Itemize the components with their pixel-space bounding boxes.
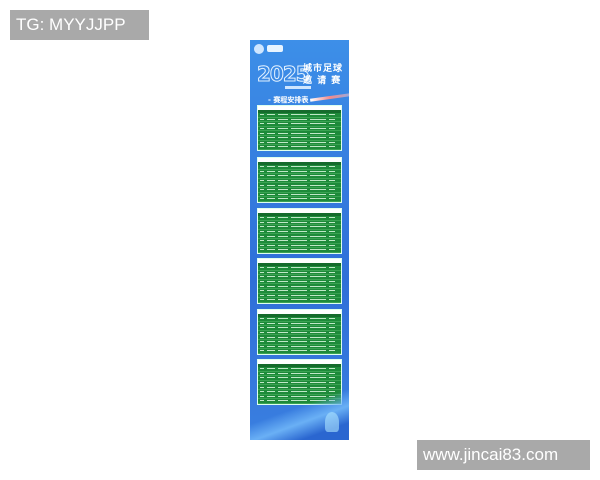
schedule-poster: 2025 城市足球 邀 请 赛 - 赛程安排表 - <box>250 40 349 440</box>
table-row <box>258 136 341 141</box>
table-row <box>258 244 341 249</box>
table-row <box>258 326 341 331</box>
table-row <box>258 188 341 193</box>
schedule-table <box>257 157 342 203</box>
table-row <box>258 322 341 327</box>
table-row <box>258 174 341 179</box>
table-row <box>258 349 341 354</box>
table-row <box>258 122 341 127</box>
table-row <box>258 141 341 146</box>
watermark-top-left: TG: MYYJJPP <box>10 10 149 40</box>
table-row <box>258 230 341 235</box>
schedule-table <box>257 258 342 304</box>
schedule-table <box>257 105 342 151</box>
table-row <box>258 118 341 123</box>
table-row <box>258 367 341 372</box>
table-title-bar <box>258 158 341 162</box>
table-row <box>258 248 341 253</box>
table-title-bar <box>258 106 341 110</box>
table-title-bar <box>258 360 341 364</box>
table-row <box>258 385 341 390</box>
table-row <box>258 376 341 381</box>
table-column-header <box>258 364 341 367</box>
table-row <box>258 331 341 336</box>
table-row <box>258 113 341 118</box>
table-row <box>258 221 341 226</box>
schedule-table <box>257 208 342 254</box>
table-column-header <box>258 263 341 266</box>
table-row <box>258 193 341 198</box>
table-row <box>258 179 341 184</box>
table-row <box>258 284 341 289</box>
table-row <box>258 340 341 345</box>
table-row <box>258 294 341 299</box>
table-row <box>258 381 341 386</box>
player-silhouette-icon <box>325 412 339 432</box>
table-column-header <box>258 314 341 317</box>
table-row <box>258 275 341 280</box>
table-row <box>258 234 341 239</box>
table-row <box>258 271 341 276</box>
table-row <box>258 289 341 294</box>
table-column-header <box>258 162 341 165</box>
table-row <box>258 335 341 340</box>
poster-year: 2025 <box>257 62 311 87</box>
table-row <box>258 183 341 188</box>
table-row <box>258 216 341 221</box>
league-logo-icon <box>254 44 264 54</box>
table-column-header <box>258 213 341 216</box>
table-row <box>258 165 341 170</box>
table-row <box>258 317 341 322</box>
sponsor-logo-icon <box>267 45 283 52</box>
schedule-table <box>257 309 342 355</box>
table-column-header <box>258 110 341 113</box>
subtitle-badge <box>285 86 311 89</box>
table-row <box>258 225 341 230</box>
section-title: - 赛程安排表 - <box>268 96 314 104</box>
table-row <box>258 372 341 377</box>
table-row <box>258 145 341 150</box>
table-title-bar <box>258 209 341 213</box>
table-row <box>258 127 341 132</box>
table-row <box>258 239 341 244</box>
table-title-bar <box>258 310 341 314</box>
table-title-bar <box>258 259 341 263</box>
table-row <box>258 170 341 175</box>
decorative-stripe <box>309 93 349 102</box>
table-row <box>258 280 341 285</box>
poster-title-line1: 城市足球 <box>303 64 344 74</box>
poster-title-line2: 邀 请 赛 <box>303 76 342 86</box>
table-row <box>258 266 341 271</box>
table-row <box>258 345 341 350</box>
watermark-bottom-right: www.jincai83.com <box>417 440 590 470</box>
table-row <box>258 197 341 202</box>
table-row <box>258 298 341 303</box>
table-row <box>258 131 341 136</box>
